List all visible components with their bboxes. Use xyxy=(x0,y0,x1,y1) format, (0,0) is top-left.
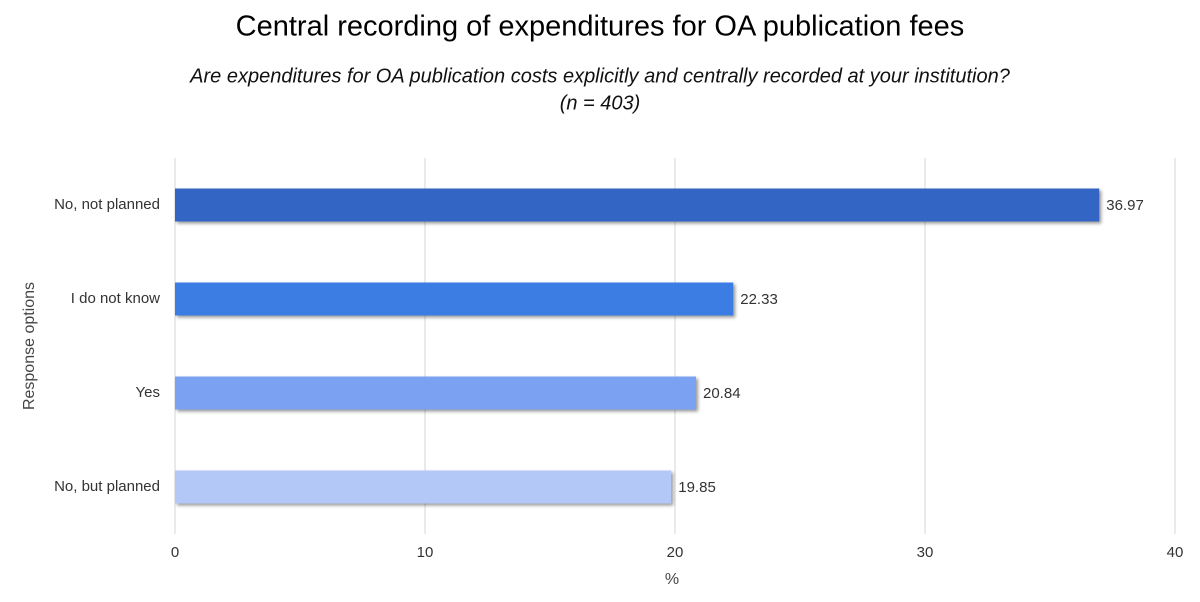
x-axis-title: % xyxy=(665,571,679,588)
x-tick-label: 20 xyxy=(667,544,684,561)
y-tick-label: I do not know xyxy=(71,290,160,307)
x-tick-label: 10 xyxy=(417,544,434,561)
x-tick-label: 0 xyxy=(171,544,179,561)
y-axis-title: Response options xyxy=(21,282,38,410)
bar xyxy=(175,376,696,410)
x-tick-label: 30 xyxy=(917,544,934,561)
value-label: 36.97 xyxy=(1106,197,1144,214)
y-tick-label: No, not planned xyxy=(54,196,160,213)
value-label: 22.33 xyxy=(740,291,778,308)
bar xyxy=(175,282,734,316)
chart-title: Central recording of expenditures for OA… xyxy=(236,11,965,43)
y-tick-label: Yes xyxy=(136,384,160,401)
value-label: 19.85 xyxy=(678,479,716,496)
chart-subtitle: (n = 403) xyxy=(560,92,641,114)
bar xyxy=(175,470,672,504)
x-tick-label: 40 xyxy=(1167,544,1184,561)
y-tick-label: No, but planned xyxy=(54,478,160,495)
value-label: 20.84 xyxy=(703,385,741,402)
bar xyxy=(175,188,1100,222)
chart-subtitle: Are expenditures for OA publication cost… xyxy=(189,65,1011,87)
